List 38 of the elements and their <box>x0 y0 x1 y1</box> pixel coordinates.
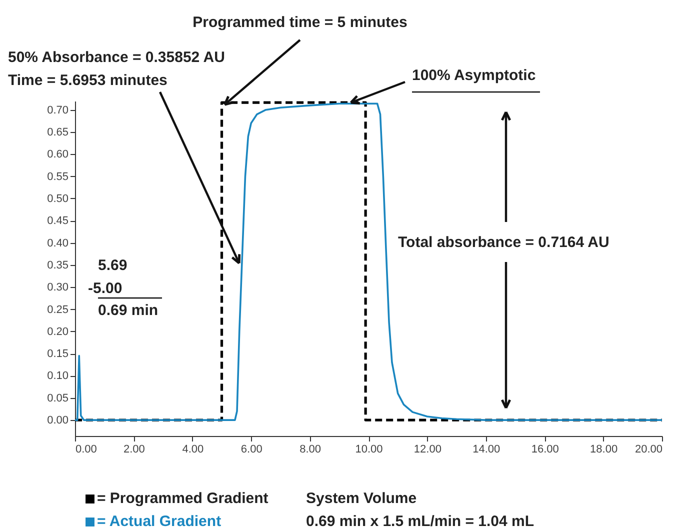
text: System Volume <box>306 490 417 507</box>
x-tick-label: 18.00 <box>590 444 618 456</box>
y-tick-label: 0.10 <box>47 370 68 382</box>
x-tick-label: 16.00 <box>531 444 559 456</box>
y-tick-label: 0.40 <box>47 237 68 250</box>
y-tick-label: 0.00 <box>47 414 68 427</box>
x-tick-label: 6.00 <box>240 444 262 456</box>
x-tick-label: 8.00 <box>300 444 322 456</box>
legend-label: = Programmed Gradient <box>97 490 268 507</box>
x-tick-label: 12.00 <box>414 444 442 456</box>
x-tick-label: 2.00 <box>123 444 145 456</box>
annotation: 0.69 min <box>98 302 158 319</box>
y-tick-label: 0.25 <box>47 304 68 316</box>
annotation: Time = 5.6953 minutes <box>8 72 168 89</box>
y-tick-label: 0.20 <box>47 326 68 338</box>
annotation: 100% Asymptotic <box>412 67 536 84</box>
y-tick-label: 0.30 <box>47 282 68 294</box>
x-tick-label: 0.00 <box>76 444 97 456</box>
y-tick-label: 0.35 <box>47 259 68 272</box>
legend-label: = Actual Gradient <box>97 513 222 530</box>
y-tick-label: 0.65 <box>47 126 68 139</box>
x-tick-label: 4.00 <box>182 444 204 456</box>
x-tick-label: 14.00 <box>472 444 500 456</box>
annotation: 5.69 <box>98 257 128 274</box>
y-tick-label: 0.55 <box>47 170 68 183</box>
y-tick-label: 0.60 <box>47 148 68 161</box>
y-tick-label: 0.45 <box>47 215 68 228</box>
y-tick-label: 0.15 <box>47 348 68 360</box>
text: 0.69 min x 1.5 mL/min = 1.04 mL <box>306 513 534 530</box>
annotation: Programmed time = 5 minutes <box>192 14 408 31</box>
y-tick-label: 0.50 <box>47 192 68 205</box>
annotation: -5.00 <box>88 280 122 297</box>
y-tick-label: 0.70 <box>47 104 68 116</box>
y-tick-label: 0.05 <box>47 392 68 404</box>
x-tick-label: 10.00 <box>355 444 383 456</box>
text: 50% Absorbance = 0.35852 AU <box>8 49 225 66</box>
x-tick-label: 20.00 <box>634 444 662 456</box>
annotation: Total absorbance = 0.7164 AU <box>398 234 610 251</box>
